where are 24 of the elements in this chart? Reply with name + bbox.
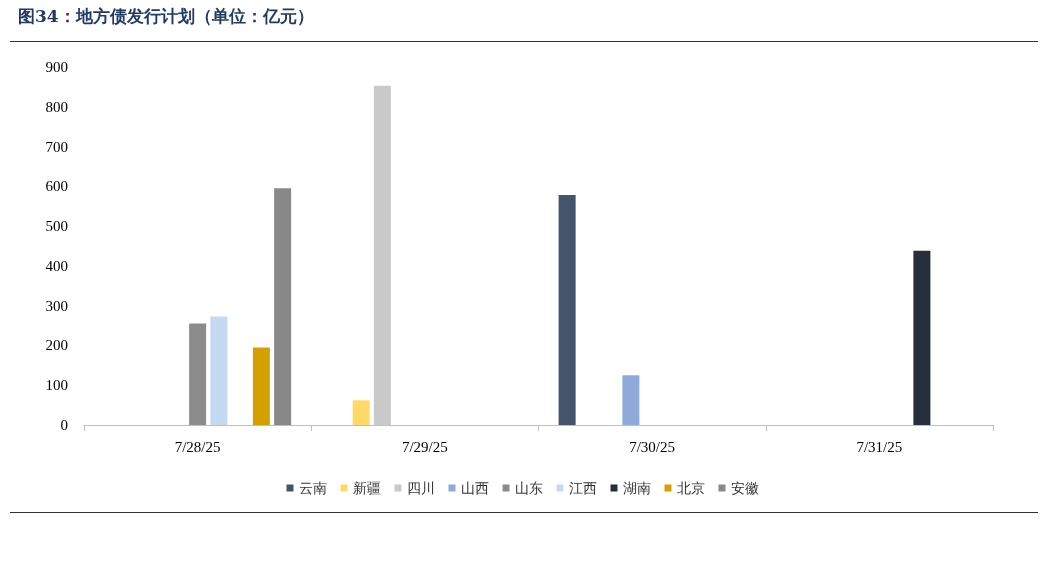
x-tick-label: 7/31/25 [856,438,903,455]
legend-label: 新疆 [352,480,381,496]
legend-label: 山东 [514,480,543,496]
y-tick-label: 700 [45,138,68,155]
x-tick-label: 7/28/25 [174,438,221,455]
y-tick-label: 500 [45,218,68,235]
y-tick-label: 100 [45,377,68,394]
chart-title: 图34：地方债发行计划（单位：亿元） [10,4,1038,42]
y-tick-label: 200 [45,337,68,354]
y-tick-label: 800 [45,98,68,115]
y-tick-label: 600 [45,178,68,195]
legend-label: 安徽 [730,480,759,496]
y-tick-label: 0 [60,417,68,433]
y-tick-label: 400 [45,257,68,274]
legend-label: 云南 [298,480,327,496]
legend-label: 湖南 [622,480,651,496]
y-tick-label: 900 [45,59,68,75]
legend-label: 北京 [676,480,705,496]
legend-label: 江西 [568,480,597,496]
x-tick-label: 7/30/25 [629,438,676,455]
legend-label: 山西 [460,480,489,496]
legend-label: 四川 [406,480,435,496]
y-tick-label: 300 [45,297,68,314]
x-tick-label: 7/29/25 [401,438,448,455]
